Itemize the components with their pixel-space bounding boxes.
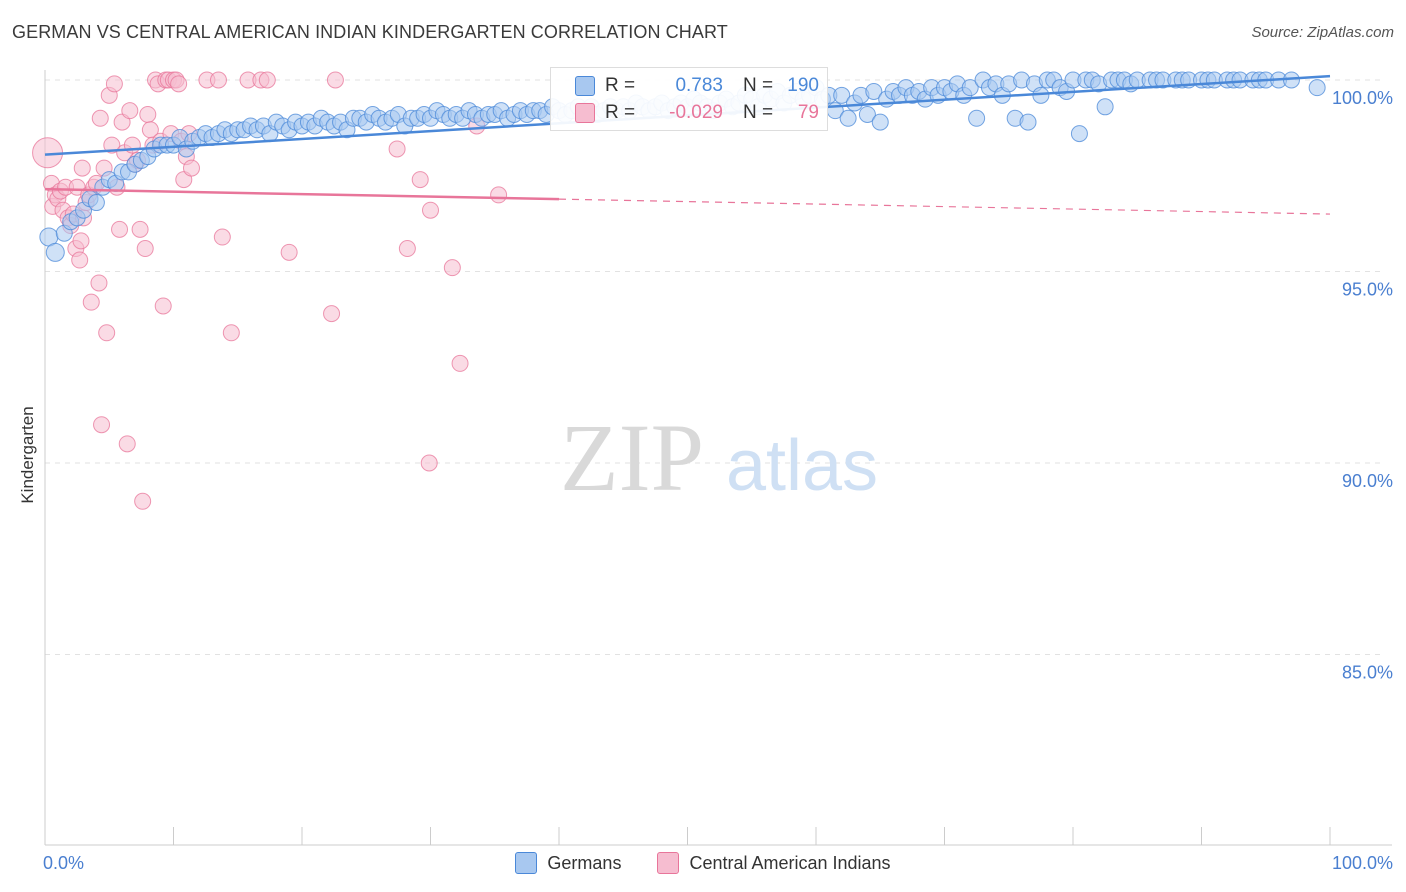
point-central-american-indians bbox=[82, 293, 100, 311]
point-central-american-indians bbox=[98, 324, 116, 342]
point-germans bbox=[1308, 79, 1326, 97]
point-central-american-indians bbox=[121, 102, 139, 120]
point-central-american-indians bbox=[422, 201, 439, 219]
stats-row-central-american-indians: R = -0.029 N = 79 bbox=[575, 100, 819, 126]
y-tick-label: 90.0% bbox=[1342, 471, 1393, 491]
r-label: R = bbox=[605, 102, 636, 123]
r-value: -0.029 bbox=[669, 102, 723, 123]
point-central-american-indians bbox=[213, 228, 231, 246]
point-germans bbox=[968, 109, 986, 127]
grid-layer bbox=[45, 79, 1380, 655]
stats-row-germans: R = 0.783 N = 190 bbox=[575, 73, 819, 99]
point-central-american-indians bbox=[72, 232, 90, 250]
point-central-american-indians bbox=[398, 240, 416, 258]
legend-item-germans[interactable]: Germans bbox=[515, 852, 621, 874]
point-central-american-indians bbox=[93, 416, 111, 434]
point-central-american-indians bbox=[134, 492, 152, 510]
point-central-american-indians bbox=[451, 354, 469, 372]
point-central-american-indians bbox=[280, 243, 298, 261]
x-tick-label-max: 100.0% bbox=[1332, 853, 1393, 873]
axis-layer bbox=[44, 70, 1392, 846]
point-central-american-indians bbox=[118, 435, 136, 453]
point-germans bbox=[858, 105, 876, 123]
point-central-american-indians bbox=[490, 186, 508, 204]
point-central-american-indians bbox=[388, 140, 406, 158]
point-central-american-indians bbox=[73, 159, 91, 177]
trend-line-central-american-indians-dashed bbox=[558, 198, 1331, 215]
source-label: Source: ZipAtlas.com bbox=[1251, 24, 1394, 41]
point-central-american-indians bbox=[105, 75, 123, 93]
stats-swatch-central-american-indians bbox=[575, 103, 595, 123]
watermark-zip: ZIP bbox=[560, 404, 704, 511]
point-germans bbox=[87, 194, 105, 212]
legend: Germans Central American Indians bbox=[0, 852, 1406, 874]
point-central-american-indians bbox=[170, 75, 188, 93]
point-germans bbox=[833, 86, 851, 104]
y-tick-label: 100.0% bbox=[1332, 88, 1393, 108]
trend-line-central-american-indians bbox=[44, 187, 560, 201]
chart-title: GERMAN VS CENTRAL AMERICAN INDIAN KINDER… bbox=[12, 22, 728, 42]
watermark: ZIP atlas bbox=[560, 404, 878, 511]
y-tick-label: 85.0% bbox=[1342, 663, 1393, 683]
legend-swatch-central-american-indians bbox=[657, 852, 680, 874]
legend-label-central-american-indians: Central American Indians bbox=[689, 852, 891, 873]
point-germans bbox=[1019, 113, 1037, 131]
point-germans bbox=[45, 242, 65, 262]
point-central-american-indians bbox=[111, 220, 129, 238]
point-central-american-indians bbox=[323, 305, 341, 323]
point-central-american-indians bbox=[443, 259, 461, 277]
points-layer bbox=[32, 71, 1326, 510]
n-label: N = bbox=[743, 102, 774, 123]
stats-box: R = 0.783 N = 190 R = -0.029 N = 79 bbox=[550, 67, 828, 131]
point-central-american-indians bbox=[136, 240, 154, 258]
point-germans bbox=[839, 109, 857, 127]
n-value: 190 bbox=[787, 75, 819, 96]
point-germans bbox=[1096, 98, 1114, 116]
point-central-american-indians bbox=[209, 71, 227, 89]
point-central-american-indians bbox=[71, 251, 89, 269]
point-germans bbox=[865, 82, 883, 100]
point-central-american-indians bbox=[90, 274, 108, 292]
tick-labels: 100.0% 95.0% 90.0% 85.0% 0.0% 100.0% bbox=[43, 88, 1393, 873]
watermark-atlas: atlas bbox=[726, 426, 878, 506]
x-tick-label-min: 0.0% bbox=[43, 853, 84, 873]
point-central-american-indians bbox=[222, 324, 240, 342]
point-central-american-indians bbox=[420, 454, 438, 472]
point-central-american-indians bbox=[154, 297, 172, 315]
legend-label-germans: Germans bbox=[547, 852, 622, 873]
legend-swatch-germans bbox=[515, 852, 538, 874]
point-central-american-indians bbox=[139, 105, 157, 123]
r-value: 0.783 bbox=[675, 75, 723, 96]
point-central-american-indians bbox=[91, 109, 109, 127]
point-central-american-indians bbox=[326, 71, 344, 89]
point-central-american-indians bbox=[131, 220, 149, 238]
legend-item-central-american-indians[interactable]: Central American Indians bbox=[657, 852, 891, 874]
point-central-american-indians bbox=[182, 159, 200, 177]
point-central-american-indians bbox=[411, 171, 429, 189]
point-germans bbox=[1070, 125, 1088, 143]
point-central-american-indians bbox=[258, 71, 276, 89]
y-tick-label: 95.0% bbox=[1342, 280, 1393, 300]
point-germans bbox=[871, 113, 889, 131]
n-label: N = bbox=[743, 75, 774, 96]
n-value: 79 bbox=[797, 102, 819, 123]
r-label: R = bbox=[605, 75, 636, 96]
point-germans bbox=[961, 79, 979, 97]
stats-swatch-germans bbox=[575, 76, 595, 96]
